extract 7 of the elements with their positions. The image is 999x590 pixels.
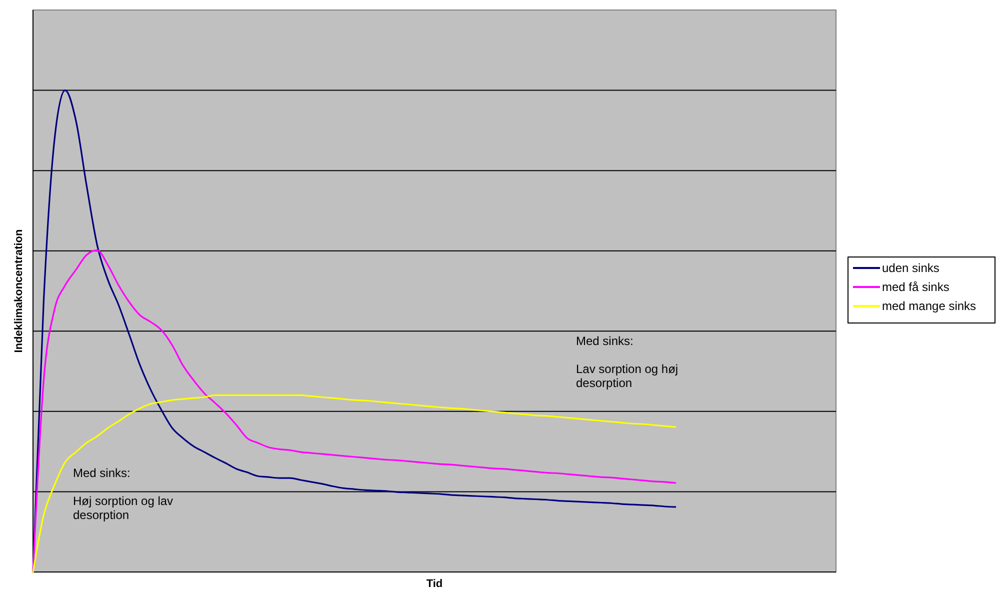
legend-label: med mange sinks bbox=[882, 299, 976, 313]
annotation: Med sinks: Høj sorption og lav desorption bbox=[73, 466, 174, 522]
legend-label: med få sinks bbox=[882, 280, 950, 294]
y-axis-title: Indeklimakoncentration bbox=[13, 228, 25, 353]
x-axis-title: Tid bbox=[426, 578, 443, 590]
legend-label: uden sinks bbox=[882, 261, 940, 275]
annotation: Med sinks: Lav sorption og høj desorption bbox=[576, 334, 678, 390]
